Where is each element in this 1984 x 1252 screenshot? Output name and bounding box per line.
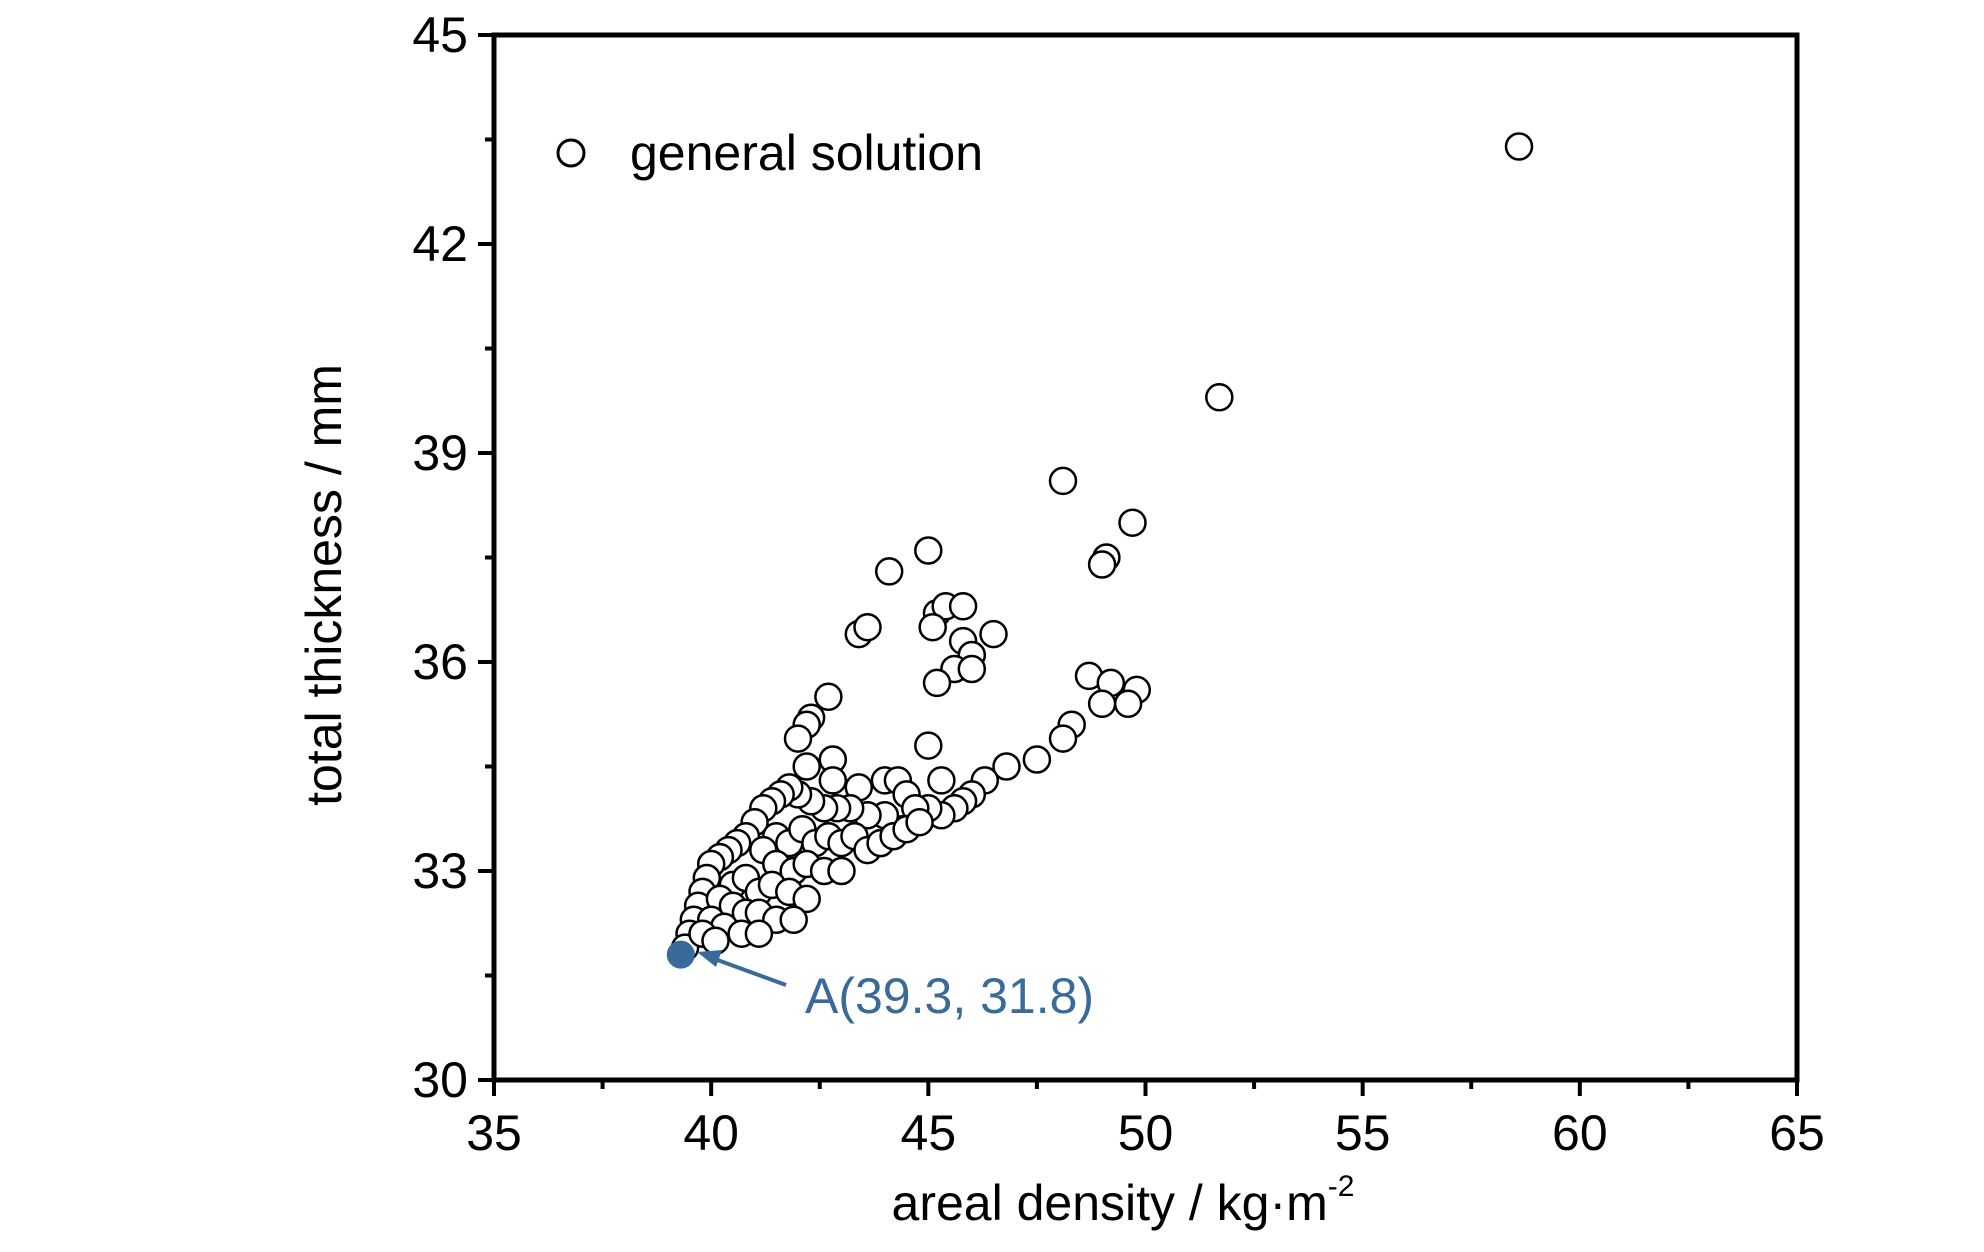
data-point xyxy=(1113,689,1143,719)
data-point xyxy=(1118,508,1147,537)
y-axis-title: total thickness / mm xyxy=(296,364,352,806)
data-point xyxy=(779,905,808,935)
plot-frame xyxy=(491,32,1800,1083)
x-tick-label: 50 xyxy=(1118,1105,1174,1161)
data-point xyxy=(827,856,856,886)
data-point xyxy=(992,752,1021,781)
legend-label: general solution xyxy=(630,125,983,181)
annotation-arrowhead xyxy=(697,950,722,967)
x-tick-label: 40 xyxy=(683,1105,739,1161)
legend-marker xyxy=(556,138,586,168)
data-point xyxy=(1087,550,1117,579)
data-point xyxy=(744,919,774,948)
x-tick-label: 35 xyxy=(466,1105,522,1161)
data-point xyxy=(957,654,987,684)
x-tick-label: 60 xyxy=(1552,1105,1608,1161)
data-point xyxy=(792,752,821,781)
data-point xyxy=(1048,466,1078,496)
y-tick-label: 33 xyxy=(412,843,468,899)
data-point xyxy=(1022,745,1052,774)
ticks-layer: 35 40 45 50 55 60 65 30 33 36 39 42 45 xyxy=(412,7,1824,1161)
y-tick-label: 45 xyxy=(412,7,468,63)
data-point xyxy=(905,807,934,837)
data-point xyxy=(1504,132,1534,161)
data-point xyxy=(1048,724,1078,753)
data-point xyxy=(918,612,947,642)
data-point xyxy=(853,612,882,642)
data-point xyxy=(927,766,956,795)
x-tick-label: 55 xyxy=(1335,1105,1391,1161)
data-point xyxy=(914,731,943,760)
y-tick-label: 39 xyxy=(412,425,468,481)
data-point xyxy=(979,619,1008,649)
data-point xyxy=(1205,383,1234,412)
data-point xyxy=(1087,689,1117,719)
data-point xyxy=(783,724,813,753)
data-point xyxy=(814,682,843,712)
x-axis-title: areal density / kg·m-2 xyxy=(892,1170,1355,1231)
x-tick-label: 65 xyxy=(1769,1105,1825,1161)
data-point xyxy=(818,766,848,795)
y-tick-label: 36 xyxy=(412,634,468,690)
data-point xyxy=(874,557,904,586)
data-point xyxy=(792,884,821,914)
highlight-point xyxy=(666,940,695,969)
highlight-annotation: A(39.3, 31.8) xyxy=(666,940,1094,1024)
data-point xyxy=(701,926,730,955)
plot-layer xyxy=(670,132,1534,962)
x-tick-label: 45 xyxy=(901,1105,957,1161)
highlight-label: A(39.3, 31.8) xyxy=(805,968,1094,1024)
y-tick-label: 30 xyxy=(412,1052,468,1108)
y-tick-label: 42 xyxy=(412,216,468,272)
data-point xyxy=(922,668,952,698)
data-point xyxy=(914,536,943,565)
legend: general solution xyxy=(556,125,983,181)
data-point xyxy=(948,592,978,621)
